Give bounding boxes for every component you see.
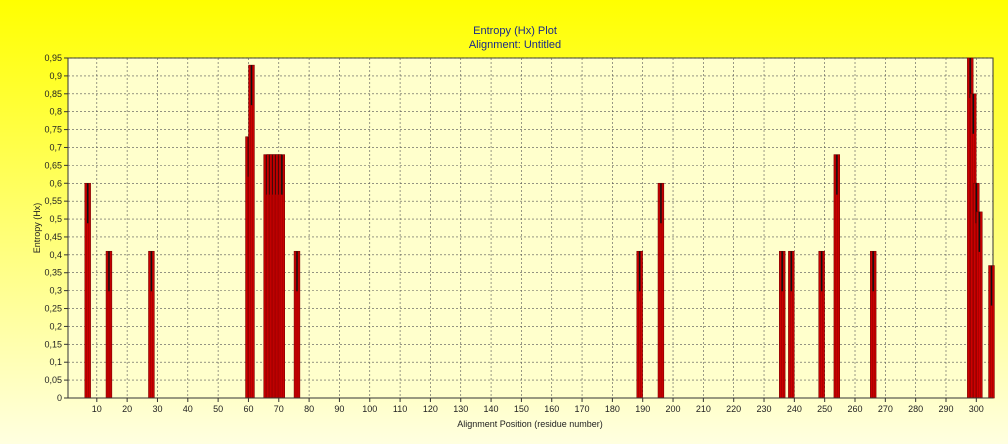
x-tick-label: 150	[514, 404, 529, 414]
y-tick-label: 0,3	[49, 286, 62, 296]
y-tick-label: 0,75	[44, 125, 62, 135]
x-tick-label: 300	[969, 404, 984, 414]
x-tick-label: 240	[787, 404, 802, 414]
y-tick-label: 0,2	[49, 321, 62, 331]
y-tick-label: 0,15	[44, 339, 62, 349]
y-tick-label: 0,05	[44, 375, 62, 385]
y-tick-label: 0,5	[49, 214, 62, 224]
x-tick-label: 160	[544, 404, 559, 414]
chart-title: Entropy (Hx) Plot	[473, 25, 557, 37]
y-tick-label: 0,55	[44, 196, 62, 206]
x-tick-label: 250	[817, 404, 832, 414]
y-tick-label: 0,9	[49, 71, 62, 81]
y-tick-label: 0,7	[49, 142, 62, 152]
x-tick-label: 290	[938, 404, 953, 414]
x-tick-label: 200	[666, 404, 681, 414]
y-tick-label: 0,25	[44, 304, 62, 314]
y-tick-label: 0,65	[44, 160, 62, 170]
x-tick-label: 60	[243, 404, 253, 414]
y-tick-label: 0,4	[49, 250, 62, 260]
bar-series	[84, 57, 995, 399]
x-tick-label: 50	[213, 404, 223, 414]
x-tick-label: 70	[274, 404, 284, 414]
x-tick-label: 130	[453, 404, 468, 414]
x-tick-label: 40	[183, 404, 193, 414]
x-tick-label: 170	[575, 404, 590, 414]
y-tick-label: 0,8	[49, 107, 62, 117]
y-tick-label: 0,1	[49, 357, 62, 367]
x-tick-label: 120	[423, 404, 438, 414]
x-tick-label: 10	[92, 404, 102, 414]
y-tick-label: 0,35	[44, 268, 62, 278]
x-tick-label: 180	[605, 404, 620, 414]
x-tick-label: 280	[908, 404, 923, 414]
x-tick-label: 30	[152, 404, 162, 414]
x-axis-label: Alignment Position (residue number)	[457, 419, 603, 429]
x-tick-label: 80	[304, 404, 314, 414]
y-axis-label: Entropy (Hx)	[32, 203, 42, 254]
entropy-bar	[248, 64, 255, 399]
x-tick-label: 90	[334, 404, 344, 414]
x-tick-label: 260	[847, 404, 862, 414]
y-tick-label: 0,45	[44, 232, 62, 242]
plot-area	[67, 57, 994, 399]
x-tick-label: 140	[484, 404, 499, 414]
x-tick-label: 20	[122, 404, 132, 414]
x-tick-label: 190	[635, 404, 650, 414]
x-tick-label: 220	[726, 404, 741, 414]
y-tick-label: 0,85	[44, 89, 62, 99]
x-tick-label: 210	[696, 404, 711, 414]
y-tick-label: 0	[57, 393, 62, 403]
x-tick-label: 110	[393, 404, 407, 414]
y-tick-label: 0,6	[49, 178, 62, 188]
x-tick-label: 230	[757, 404, 772, 414]
axes: 0 0,05 0,1 0,15 0,2 0,25 0,3 0,35 0,4 0,45 0,5 0,55…	[44, 53, 993, 414]
y-tick-label: 0,95	[44, 53, 62, 63]
x-tick-label: 270	[878, 404, 893, 414]
chart-subtitle: Alignment: Untitled	[469, 39, 561, 51]
x-tick-label: 100	[362, 404, 377, 414]
